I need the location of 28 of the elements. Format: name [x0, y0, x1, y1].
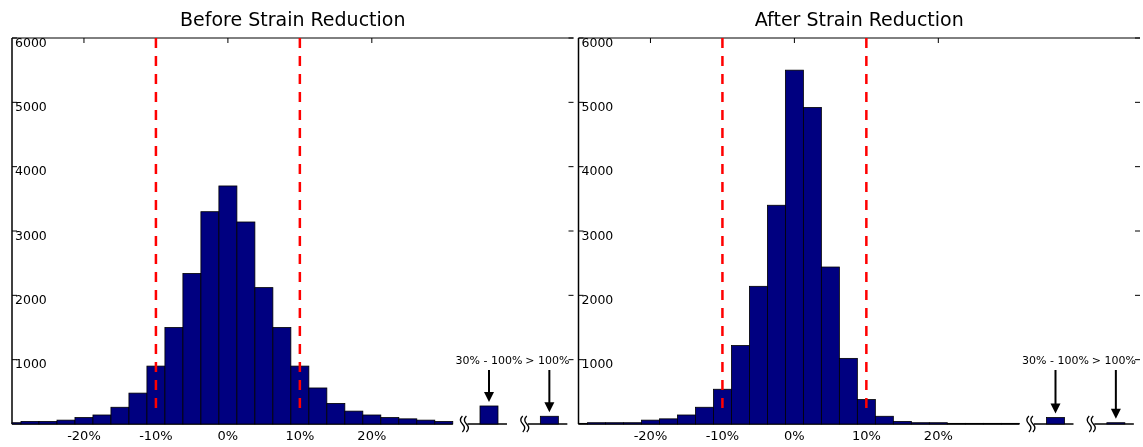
x-tick-label: 10%: [285, 428, 315, 443]
x-tick-label: -20%: [633, 428, 668, 443]
x-tick-label: 20%: [923, 428, 953, 443]
x-tick-label: 30% - 100%: [1022, 354, 1089, 367]
y-tick-label: 5000: [581, 98, 614, 114]
y-tick-label: 4000: [15, 163, 47, 179]
x-tick-label: 0%: [217, 428, 239, 443]
chart-title: After Strain Reduction: [754, 8, 964, 30]
x-tick-label: 0%: [784, 428, 805, 443]
y-tick-label: 3000: [581, 227, 614, 243]
chart-title: Before Strain Reduction: [180, 8, 406, 30]
x-tick-label: 20%: [357, 428, 387, 443]
y-tick-label: 1000: [581, 356, 614, 372]
y-tick-label: 2000: [15, 291, 47, 307]
y-tick-label: 6000: [15, 34, 47, 50]
y-tick-label: 6000: [581, 34, 614, 50]
x-tick-label: 10%: [851, 428, 881, 443]
x-tick-label: -10%: [139, 428, 173, 443]
y-tick-label: 1000: [15, 356, 47, 372]
x-tick-label: 30% - 100%: [455, 354, 523, 367]
x-tick-label: -10%: [705, 428, 740, 443]
y-tick-label: 5000: [15, 98, 47, 114]
y-tick-label: 4000: [581, 163, 614, 179]
x-tick-label: -20%: [67, 428, 101, 443]
x-tick-label: > 100%: [525, 354, 570, 367]
x-tick-label: > 100%: [1091, 354, 1136, 367]
y-tick-label: 2000: [581, 291, 614, 307]
y-tick-label: 3000: [15, 227, 47, 243]
